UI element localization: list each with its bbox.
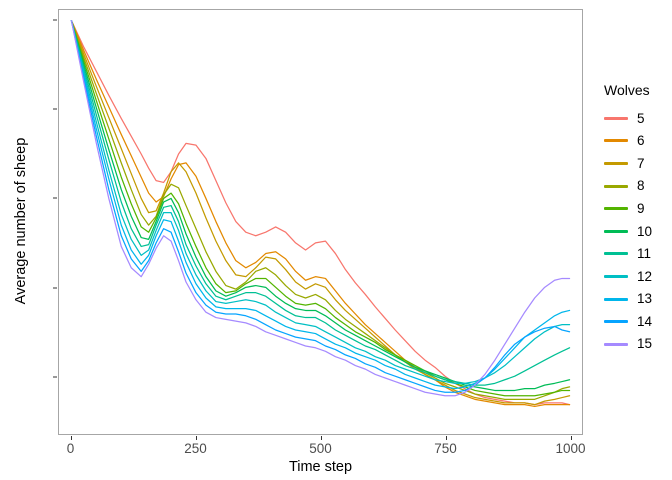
legend-key-icon-13 [604,297,628,301]
legend-label-11: 11 [637,246,652,262]
y-tick-mark-300 [53,197,57,199]
legend-items: 5 6 7 8 9 10 11 12 13 14 15 [604,107,672,356]
legend: Wolves 5 6 7 8 9 10 11 12 13 14 15 [604,82,672,356]
series-line-11 [71,21,569,385]
x-tick-mark-0 [70,436,72,440]
legend-item-9[interactable]: 9 [604,197,672,220]
legend-label-10: 10 [637,223,653,239]
y-tick-mark-100 [53,376,57,378]
x-tick-label-0: 0 [66,441,75,456]
x-tick-label-1000: 1000 [555,441,586,456]
legend-key-icon-6 [604,139,628,143]
series-line-13 [71,21,569,389]
legend-item-10[interactable]: 10 [604,220,672,243]
x-tick-label-250: 250 [184,441,207,456]
x-tick-mark-750 [445,436,447,440]
series-line-8 [71,21,569,400]
legend-item-14[interactable]: 14 [604,310,672,333]
legend-label-8: 8 [637,178,645,194]
x-tick-label-500: 500 [309,441,332,456]
series-line-14 [71,21,569,393]
legend-key-icon-14 [604,320,628,324]
legend-key-icon-15 [604,342,628,346]
legend-label-15: 15 [637,336,653,352]
legend-key-icon-5 [604,116,628,120]
plot-panel [58,9,583,435]
legend-item-13[interactable]: 13 [604,288,672,311]
legend-label-6: 6 [637,133,645,149]
legend-label-7: 7 [637,155,645,171]
legend-label-9: 9 [637,200,645,216]
legend-key-icon-9 [604,207,628,211]
series-line-15 [71,21,569,396]
legend-item-7[interactable]: 7 [604,152,672,175]
series-line-6 [71,21,569,407]
y-axis-title: Average number of sheep [13,137,29,305]
series-line-5 [71,21,569,405]
series-line-7 [71,21,569,405]
legend-item-11[interactable]: 11 [604,243,672,266]
legend-item-12[interactable]: 12 [604,265,672,288]
x-tick-label-750: 750 [434,441,457,456]
legend-item-15[interactable]: 15 [604,333,672,356]
legend-item-5[interactable]: 5 [604,107,672,130]
legend-key-icon-7 [604,161,628,165]
y-tick-mark-500 [53,19,57,21]
legend-label-12: 12 [637,268,653,284]
legend-label-13: 13 [637,291,653,307]
legend-item-6[interactable]: 6 [604,130,672,153]
series-line-12 [71,21,569,384]
plot-lines-svg [59,10,582,434]
legend-title: Wolves [604,82,650,98]
legend-key-icon-12 [604,274,628,278]
x-axis-title: Time step [288,459,353,475]
x-tick-mark-1000 [570,436,572,440]
series-line-9 [71,21,569,396]
legend-key-icon-8 [604,184,628,188]
legend-key-icon-11 [604,252,628,256]
x-tick-mark-250 [195,436,197,440]
legend-key-icon-10 [604,229,628,233]
x-tick-mark-500 [320,436,322,440]
legend-item-8[interactable]: 8 [604,175,672,198]
legend-label-14: 14 [637,313,653,329]
series-line-10 [71,21,569,391]
legend-label-5: 5 [637,110,645,126]
y-tick-mark-400 [53,108,57,110]
y-tick-mark-200 [53,287,57,289]
